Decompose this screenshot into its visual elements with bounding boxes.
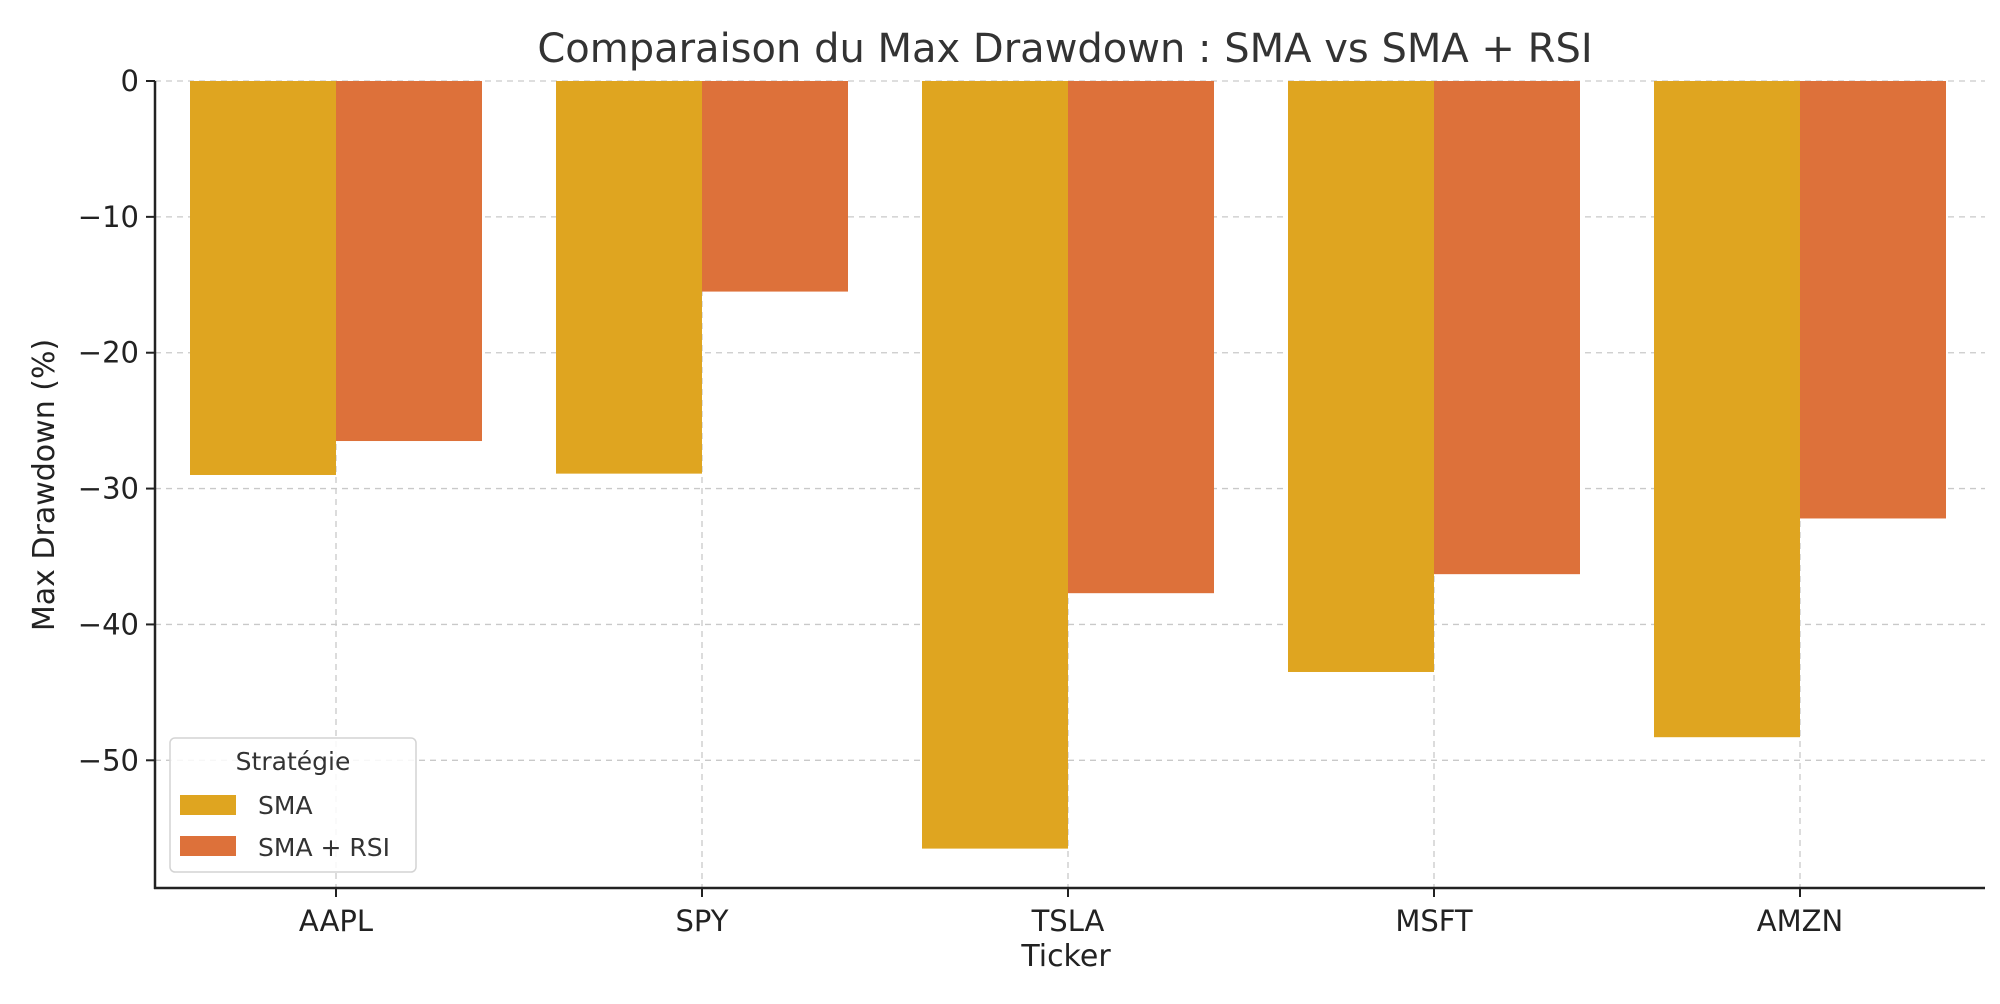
bars-layer xyxy=(190,81,1946,849)
bar-sma-rsi-aapl xyxy=(336,81,482,442)
bar-sma-rsi-amzn xyxy=(1800,81,1946,519)
bar-sma-rsi-spy xyxy=(702,81,848,292)
y-tick-label: −20 xyxy=(78,336,139,370)
y-tick-label: 0 xyxy=(121,64,139,98)
bar-sma-rsi-msft xyxy=(1434,81,1580,575)
bar-sma-tsla xyxy=(922,81,1068,849)
y-tick-label: −10 xyxy=(78,200,139,234)
legend: Stratégie SMA SMA + RSI xyxy=(169,737,417,873)
y-axis-label: Max Drawdown (%) xyxy=(27,339,62,631)
bar-sma-msft xyxy=(1288,81,1434,672)
x-tick-label: TSLA xyxy=(1031,904,1105,938)
legend-label-sma-rsi: SMA + RSI xyxy=(258,833,390,862)
y-tick-label: −40 xyxy=(78,607,139,641)
x-tick-label: AAPL xyxy=(299,904,373,938)
x-tick-label: AMZN xyxy=(1757,904,1843,938)
axes-layer xyxy=(153,81,1985,890)
bar-sma-rsi-tsla xyxy=(1068,81,1214,594)
x-axis-label: Ticker xyxy=(1020,939,1111,974)
bar-sma-aapl xyxy=(190,81,336,475)
legend-label-sma: SMA xyxy=(258,791,313,820)
x-tick-label: SPY xyxy=(676,904,729,938)
legend-swatch-sma-rsi xyxy=(180,836,236,856)
legend-title: Stratégie xyxy=(236,747,351,776)
legend-swatch-sma xyxy=(180,795,236,815)
bar-sma-spy xyxy=(556,81,702,474)
chart-title: Comparaison du Max Drawdown : SMA vs SMA… xyxy=(537,26,1592,72)
y-tick-label: −30 xyxy=(78,472,139,506)
bar-sma-amzn xyxy=(1654,81,1800,738)
ticks-layer: 0 −10 −20 −30 −40 −50 AAPL SPY TSLA MSFT AMZN xyxy=(78,64,1843,938)
x-tick-label: MSFT xyxy=(1395,904,1473,938)
y-tick-label: −50 xyxy=(78,743,139,777)
